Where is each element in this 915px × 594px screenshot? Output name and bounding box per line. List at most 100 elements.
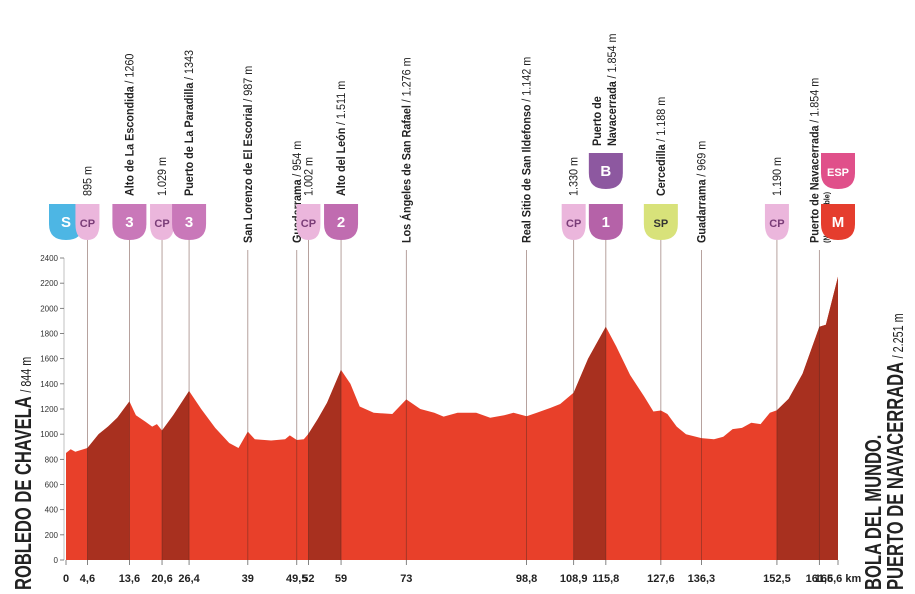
badge <box>821 204 855 240</box>
waypoint-alt: / 1.142 m <box>521 57 534 102</box>
x-tick-label: 127,6 <box>647 573 675 585</box>
badge-label: B <box>600 163 611 180</box>
waypoint-alt: / 1.854 m <box>606 33 619 78</box>
badge <box>150 204 175 240</box>
badge <box>588 204 623 240</box>
badge-label: SP <box>654 218 669 230</box>
y-tick-label: 0 <box>54 556 59 565</box>
x-tick-label: 52 <box>302 573 314 585</box>
x-tick-label: 13,6 <box>119 573 140 585</box>
badge <box>821 153 855 189</box>
waypoint-alt: / 1.854 m <box>809 78 822 123</box>
climb-segment <box>776 276 838 560</box>
waypoint-name: Guadarrama / 969 m <box>696 141 709 243</box>
waypoint-alt: 1.190 m <box>771 157 784 196</box>
y-tick-label: 600 <box>45 481 59 490</box>
y-tick-label: 2000 <box>40 304 58 313</box>
waypoint-alt: / 1260 <box>124 54 137 84</box>
profile-area <box>66 276 838 560</box>
waypoint-name: Cercedilla / 1.188 m <box>655 97 668 196</box>
waypoint-name-line: Puerto de <box>591 96 604 146</box>
waypoint-name-text: Cercedilla <box>655 144 668 196</box>
waypoint-label: 1.029 m <box>157 157 170 196</box>
finish-name-line: PUERTO DE NAVACERRADA <box>883 362 908 590</box>
waypoint-alt: / 1.188 m <box>655 97 668 142</box>
x-tick-label: 59 <box>335 573 347 585</box>
x-tick-label: 115,8 <box>592 573 619 585</box>
waypoint-label: Guadarrama / 969 m <box>696 141 709 243</box>
badge-label: 3 <box>185 214 193 231</box>
badge-label: ESP <box>827 167 849 179</box>
y-tick-label: 1800 <box>40 330 58 339</box>
x-tick-label: 26,4 <box>178 573 200 585</box>
waypoint-alt: / 987 m <box>242 66 255 102</box>
climb-segment <box>87 401 130 560</box>
waypoint-name-text: San Lorenzo de El Escorial <box>242 104 255 243</box>
start-alt: / 844 m <box>17 357 34 393</box>
badge-label: 3 <box>125 214 133 231</box>
waypoint-alt: / 1.511 m <box>336 81 349 125</box>
badge <box>561 204 586 240</box>
y-tick-label: 1000 <box>40 430 58 439</box>
start-label: ROBLEDO DE CHAVELA / 844 m <box>11 357 36 590</box>
badge <box>764 204 789 240</box>
waypoint-name: Real Sitio de San Ildefonso / 1.142 m <box>521 57 534 243</box>
badge-label: CP <box>769 218 784 230</box>
badge <box>588 153 623 189</box>
x-tick-label: 49,5 <box>286 573 307 585</box>
waypoint-name: Alto de La Escondida / 1260 <box>124 54 137 196</box>
waypoint-label: 1.330 m <box>568 157 581 196</box>
badge <box>172 204 207 240</box>
start-name-text: ROBLEDO DE CHAVELA <box>11 396 36 590</box>
waypoint-name: Alto del León / 1.511 m <box>336 81 349 196</box>
x-tick-label: 0 <box>63 573 69 585</box>
climb-segment <box>308 369 342 560</box>
y-tick-label: 400 <box>45 506 59 515</box>
waypoint-name: Navacerrada / 1.854 m <box>606 33 619 146</box>
y-tick-label: 1400 <box>40 380 58 389</box>
waypoint-name: San Lorenzo de El Escorial / 987 m <box>242 66 255 243</box>
waypoint-label: Puerto de La Paradilla / 1343 <box>184 50 197 196</box>
finish-label: BOLA DEL MUNDO.PUERTO DE NAVACERRADA / 2.… <box>861 313 908 590</box>
waypoint-label: Real Sitio de San Ildefonso / 1.142 m <box>521 57 534 243</box>
waypoint-alt: / 1.276 m <box>401 57 414 102</box>
waypoint-label: Cercedilla / 1.188 m <box>655 97 668 196</box>
finish-name: BOLA DEL MUNDO. <box>861 435 886 590</box>
waypoint-name-text: Alto de La Escondida <box>124 86 137 196</box>
waypoint-alt: 1.002 m <box>303 157 316 196</box>
waypoint-name: Los Ángeles de San Rafael / 1.276 m <box>400 57 414 243</box>
waypoint-name-text: Los Ángeles de San Rafael <box>400 105 414 243</box>
x-tick-label: 136,3 <box>688 573 716 585</box>
waypoint-label: San Lorenzo de El Escorial / 987 m <box>242 66 255 243</box>
badge <box>49 204 83 240</box>
badge-label: 2 <box>337 214 345 231</box>
badge-label: 1 <box>602 214 610 231</box>
climb-segment <box>162 391 190 560</box>
finish-alt: / 2.251 m <box>889 313 906 358</box>
waypoint-label: Los Ángeles de San Rafael / 1.276 m <box>400 57 414 243</box>
badge-label: CP <box>80 218 95 230</box>
waypoint-alt: 1.029 m <box>157 157 170 196</box>
finish-name: PUERTO DE NAVACERRADA / 2.251 m <box>883 313 908 590</box>
waypoint-label: 1.190 m <box>771 157 784 196</box>
y-tick-label: 1200 <box>40 405 58 414</box>
climb-segment <box>573 326 606 560</box>
waypoint-name-line: Navacerrada <box>606 81 619 146</box>
x-tick-label: 161,6 <box>806 573 834 585</box>
y-tick-label: 2200 <box>40 279 58 288</box>
start-name: ROBLEDO DE CHAVELA / 844 m <box>11 357 36 590</box>
waypoint-name-text: Alto del León <box>336 128 349 196</box>
badge-label: S <box>61 214 71 231</box>
waypoint-alt: / 954 m <box>291 141 304 177</box>
badge-label: CP <box>566 218 581 230</box>
y-tick-label: 800 <box>45 455 59 464</box>
x-tick-label: 108,9 <box>560 573 588 585</box>
badge-label: CP <box>154 218 169 230</box>
waypoint-label: Alto del León / 1.511 m <box>336 81 349 196</box>
waypoint-label: 895 m <box>82 166 95 196</box>
badge-label: CP <box>301 218 316 230</box>
waypoint-name-text: Puerto de La Paradilla <box>184 82 197 196</box>
x-tick-label: 165,6 km <box>815 573 862 585</box>
y-tick-label: 2400 <box>40 254 58 263</box>
